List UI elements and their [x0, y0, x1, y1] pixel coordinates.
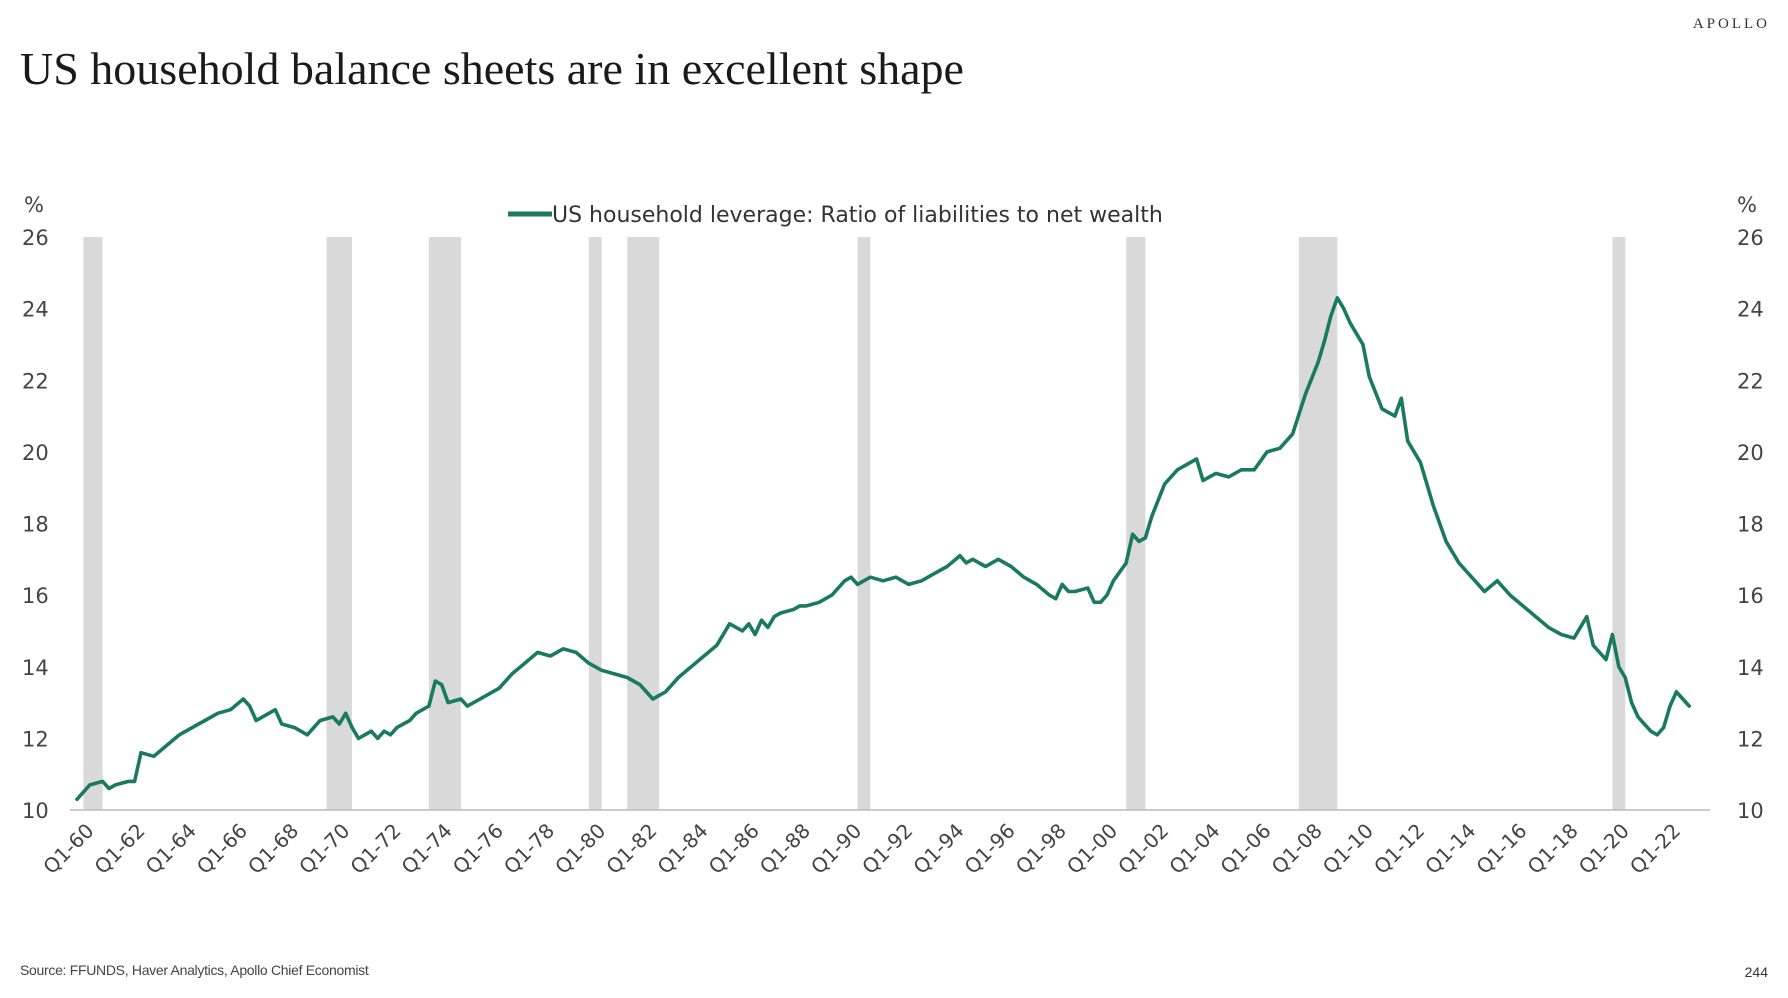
x-tick-label: Q1-96: [960, 819, 1020, 879]
x-tick-label: Q1-94: [908, 819, 968, 879]
y-axis-right: 10 12 14 16 18 20 22 24 26: [1737, 226, 1764, 823]
apollo-logo: APOLLO: [1692, 16, 1770, 32]
recession-band: [83, 237, 103, 810]
x-tick-label: Q1-20: [1574, 819, 1634, 879]
x-tick-label: Q1-64: [141, 819, 201, 879]
y-axis-right-label: %: [1737, 193, 1757, 217]
x-tick-label: Q1-82: [601, 819, 661, 879]
x-tick-label: Q1-04: [1164, 819, 1224, 879]
source-note: Source: FFUNDS, Haver Analytics, Apollo …: [20, 962, 369, 978]
x-tick-label: Q1-18: [1523, 819, 1583, 879]
recession-band: [857, 237, 871, 810]
y-tick-label-right: 10: [1737, 799, 1764, 823]
recession-band: [428, 237, 461, 810]
x-tick-label: Q1-14: [1420, 819, 1480, 879]
y-tick-label-right: 26: [1737, 226, 1764, 250]
x-tick-label: Q1-90: [806, 819, 866, 879]
x-tick-label: Q1-76: [448, 819, 508, 879]
x-axis: Q1-60Q1-62Q1-64Q1-66Q1-68Q1-70Q1-72Q1-74…: [38, 819, 1685, 879]
y-tick-label-right: 16: [1737, 584, 1764, 608]
x-tick-label: Q1-22: [1625, 819, 1685, 879]
x-tick-label: Q1-78: [499, 819, 559, 879]
y-tick-label-left: 24: [22, 298, 49, 322]
x-tick-label: Q1-60: [38, 819, 98, 879]
x-tick-label: Q1-02: [1113, 819, 1173, 879]
page-title: US household balance sheets are in excel…: [20, 43, 964, 94]
y-tick-label-left: 16: [22, 584, 49, 608]
y-tick-label-left: 18: [22, 513, 49, 537]
y-tick-label-left: 26: [22, 226, 49, 250]
x-tick-label: Q1-72: [345, 819, 405, 879]
x-tick-label: Q1-00: [1062, 819, 1122, 879]
x-tick-label: Q1-80: [550, 819, 610, 879]
recession-band: [627, 237, 660, 810]
y-tick-label-left: 22: [22, 369, 49, 393]
x-tick-label: Q1-92: [857, 819, 917, 879]
x-tick-label: Q1-70: [294, 819, 354, 879]
y-tick-label-right: 24: [1737, 298, 1764, 322]
x-tick-label: Q1-08: [1267, 819, 1327, 879]
recession-band: [1126, 237, 1146, 810]
x-tick-label: Q1-86: [704, 819, 764, 879]
y-tick-label-left: 14: [22, 656, 49, 680]
x-tick-label: Q1-88: [755, 819, 815, 879]
y-axis-left: 10 12 14 16 18 20 22 24 26: [22, 226, 49, 823]
series-line-household-leverage: [75, 296, 1691, 802]
y-tick-label-left: 20: [22, 441, 49, 465]
x-tick-label: Q1-74: [397, 819, 457, 879]
x-tick-label: Q1-66: [192, 819, 252, 879]
x-tick-label: Q1-12: [1369, 819, 1429, 879]
x-tick-label: Q1-84: [653, 819, 713, 879]
x-tick-label: Q1-68: [243, 819, 303, 879]
y-tick-label-right: 12: [1737, 727, 1764, 751]
x-tick-label: Q1-16: [1471, 819, 1531, 879]
x-tick-label: Q1-06: [1215, 819, 1275, 879]
x-tick-label: Q1-10: [1318, 819, 1378, 879]
y-tick-label-right: 14: [1737, 656, 1764, 680]
recession-band: [1298, 237, 1338, 810]
y-tick-label-right: 22: [1737, 369, 1764, 393]
y-axis-left-label: %: [24, 193, 44, 217]
y-tick-label-right: 20: [1737, 441, 1764, 465]
legend-label: US household leverage: Ratio of liabilit…: [552, 203, 1163, 228]
x-tick-label: Q1-98: [1011, 819, 1071, 879]
y-tick-label-left: 12: [22, 727, 49, 751]
recession-band: [1612, 237, 1626, 810]
page-number: 244: [1744, 964, 1768, 980]
y-tick-label-left: 10: [22, 799, 49, 823]
y-tick-label-right: 18: [1737, 513, 1764, 537]
recession-band: [588, 237, 602, 810]
legend: US household leverage: Ratio of liabilit…: [508, 203, 1163, 228]
x-tick-label: Q1-62: [90, 819, 150, 879]
